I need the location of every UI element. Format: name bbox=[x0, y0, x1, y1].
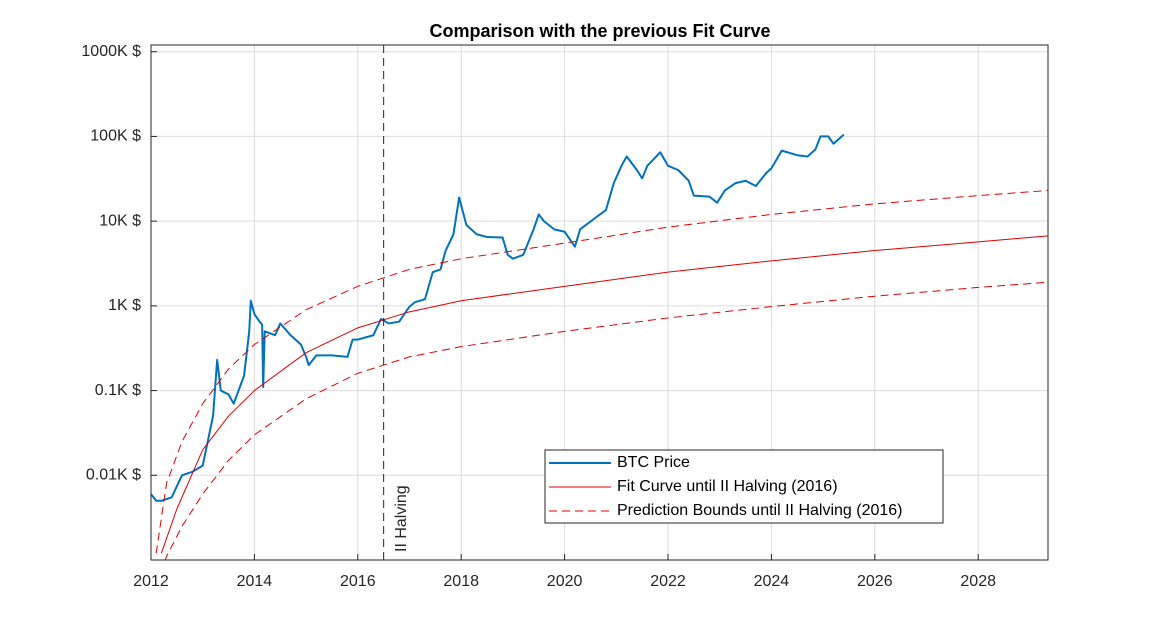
plot-area bbox=[151, 133, 1048, 560]
axes-box bbox=[150, 44, 1049, 561]
chart-title: Comparison with the previous Fit Curve bbox=[429, 21, 770, 41]
legend-box bbox=[544, 449, 944, 524]
y-tick-label: 0.1K $ bbox=[95, 382, 141, 399]
y-tick-label: 1K $ bbox=[108, 297, 141, 314]
x-tick-label: 2024 bbox=[754, 573, 790, 590]
x-tick-label: 2016 bbox=[340, 573, 376, 590]
y-tick-label: 100K $ bbox=[90, 128, 141, 145]
series-line bbox=[151, 133, 845, 502]
x-tick-label: 2018 bbox=[443, 573, 479, 590]
x-tick-label: 2012 bbox=[133, 573, 169, 590]
x-tick-label: 2014 bbox=[237, 573, 273, 590]
legend-label: Fit Curve until II Halving (2016) bbox=[617, 478, 838, 495]
y-tick-label: 1000K $ bbox=[81, 43, 141, 60]
legend-label: Prediction Bounds until II Halving (2016… bbox=[617, 502, 903, 519]
series-line bbox=[155, 189, 1048, 554]
legend-label: BTC Price bbox=[617, 454, 690, 471]
x-tick-label: 2020 bbox=[547, 573, 583, 590]
y-tick-label: 0.01K $ bbox=[86, 467, 141, 484]
x-tick-label: 2022 bbox=[650, 573, 686, 590]
series-line bbox=[164, 281, 1048, 560]
x-tick-label: 2026 bbox=[857, 573, 893, 590]
series-line bbox=[160, 235, 1048, 554]
legend: BTC Price Fit Curve until II Halving (201… bbox=[544, 449, 944, 524]
x-tick-label: 2028 bbox=[960, 573, 996, 590]
annotation-text: II Halving bbox=[393, 485, 410, 552]
y-tick-label: 10K $ bbox=[99, 212, 141, 229]
